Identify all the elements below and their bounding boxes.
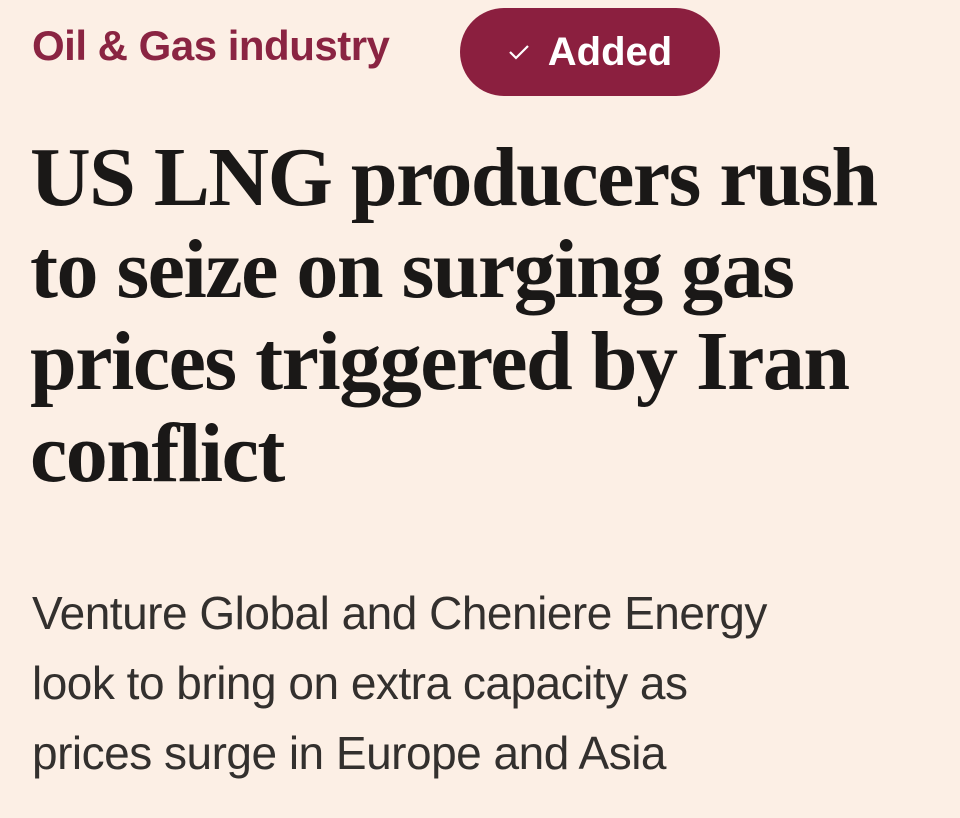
headline-line: US LNG producers rush [30, 131, 878, 224]
headline-line: to seize on surging gas [30, 223, 795, 316]
headline-line: conflict [30, 407, 285, 500]
standfirst: Venture Global and Cheniere Energy look … [32, 578, 767, 788]
headline: US LNG producers rush to seize on surgin… [30, 131, 878, 500]
standfirst-line: look to bring on extra capacity as [32, 657, 688, 709]
standfirst-line: Venture Global and Cheniere Energy [32, 587, 767, 639]
follow-button[interactable]: Added [460, 8, 720, 96]
headline-line: prices triggered by Iran [30, 315, 850, 408]
follow-label: Added [547, 29, 673, 74]
standfirst-line: prices surge in Europe and Asia [32, 727, 667, 779]
check-icon [509, 45, 529, 60]
topic-link[interactable]: Oil & Gas industry [32, 22, 390, 69]
